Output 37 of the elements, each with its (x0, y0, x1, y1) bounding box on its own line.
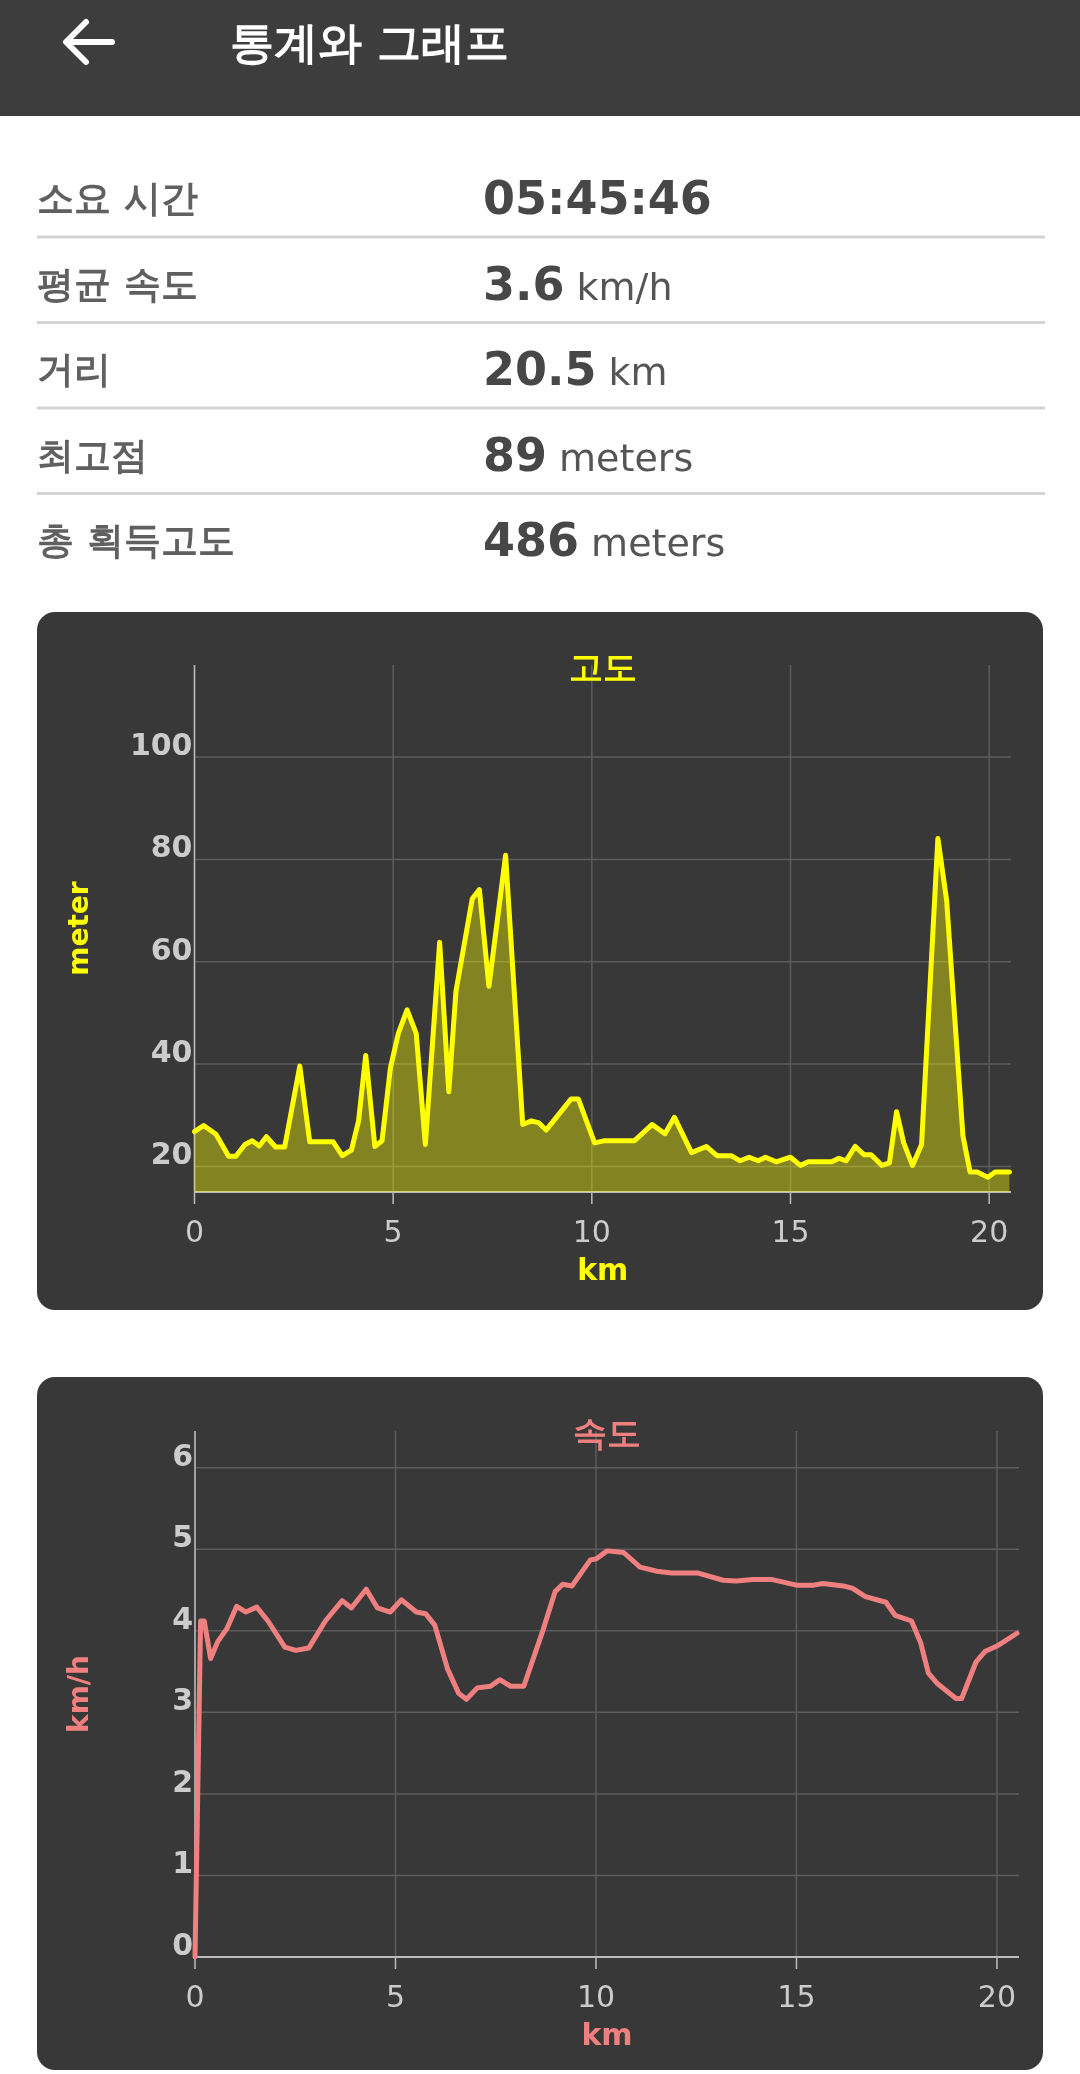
y-axis-title: km/h (62, 1655, 95, 1733)
x-tick-label: 10 (572, 1214, 611, 1249)
y-tick-label: 3 (172, 1682, 193, 1718)
y-tick-label: 0 (172, 1927, 193, 1962)
text: 통계와 그래프 (230, 17, 510, 68)
text: 평균 속도 (37, 262, 198, 306)
y-axis-title: meter (62, 881, 95, 976)
text: 20.5 km (483, 342, 668, 396)
text: 거리 (37, 348, 111, 391)
x-tick-label: 15 (777, 1979, 816, 2014)
x-tick-label: 5 (385, 1979, 406, 2014)
x-axis-title: km (581, 2017, 633, 2052)
text: 89 meters (483, 427, 694, 482)
text: 총 획득고도 (37, 519, 235, 562)
y-tick-label: 60 (150, 931, 193, 967)
y-tick-label: 2 (172, 1763, 193, 1799)
y-tick-label: 20 (150, 1136, 193, 1172)
y-tick-label: 4 (172, 1600, 193, 1636)
x-tick-label: 15 (771, 1214, 810, 1249)
text: 3.6 km/h (483, 256, 673, 311)
text: 소요 시간 (37, 177, 198, 220)
chart-title: 고도 (568, 647, 637, 687)
chart-title: 속도 (573, 1413, 641, 1453)
x-tick-label: 20 (970, 1214, 1009, 1249)
y-tick-label: 40 (150, 1034, 193, 1070)
text: 05:45:46 (483, 171, 712, 225)
text: 최고점 (37, 433, 148, 477)
y-tick-label: 80 (150, 829, 193, 865)
x-tick-label: 5 (383, 1214, 403, 1249)
y-tick-label: 100 (129, 727, 193, 763)
x-axis-title: km (577, 1252, 629, 1287)
x-tick-label: 10 (576, 1979, 616, 2014)
y-tick-label: 5 (172, 1519, 193, 1555)
text: 486 meters (483, 513, 726, 567)
x-tick-label: 20 (977, 1979, 1017, 2014)
y-tick-label: 1 (172, 1845, 193, 1881)
y-tick-label: 6 (172, 1437, 193, 1473)
